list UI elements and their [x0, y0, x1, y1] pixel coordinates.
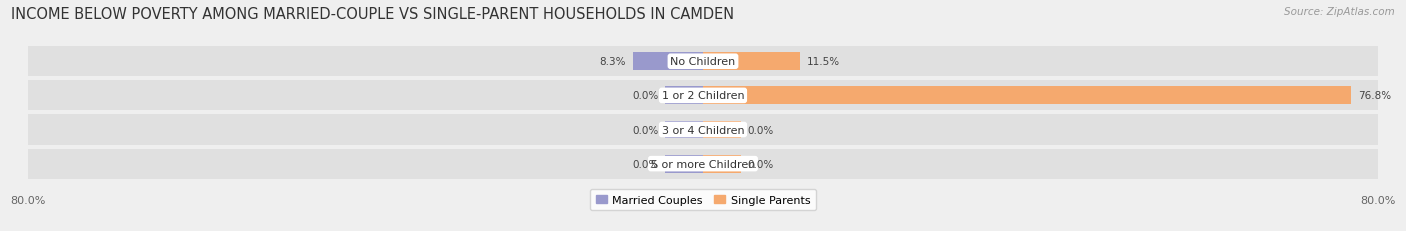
- Text: 5 or more Children: 5 or more Children: [651, 159, 755, 169]
- Text: 8.3%: 8.3%: [600, 57, 626, 67]
- Text: No Children: No Children: [671, 57, 735, 67]
- Text: 0.0%: 0.0%: [633, 91, 658, 101]
- Bar: [28, 115, 1378, 145]
- Text: 1 or 2 Children: 1 or 2 Children: [662, 91, 744, 101]
- Text: 0.0%: 0.0%: [633, 125, 658, 135]
- Text: 11.5%: 11.5%: [807, 57, 839, 67]
- Bar: [703, 87, 1351, 105]
- Text: 0.0%: 0.0%: [748, 125, 773, 135]
- Bar: [665, 155, 703, 173]
- Bar: [703, 121, 741, 139]
- Text: 3 or 4 Children: 3 or 4 Children: [662, 125, 744, 135]
- Bar: [703, 53, 800, 71]
- Bar: [703, 155, 741, 173]
- Bar: [665, 121, 703, 139]
- Text: Source: ZipAtlas.com: Source: ZipAtlas.com: [1284, 7, 1395, 17]
- Bar: [28, 81, 1378, 111]
- Text: 0.0%: 0.0%: [748, 159, 773, 169]
- Bar: [28, 149, 1378, 179]
- Bar: [633, 53, 703, 71]
- Text: 76.8%: 76.8%: [1358, 91, 1391, 101]
- Text: INCOME BELOW POVERTY AMONG MARRIED-COUPLE VS SINGLE-PARENT HOUSEHOLDS IN CAMDEN: INCOME BELOW POVERTY AMONG MARRIED-COUPL…: [11, 7, 734, 22]
- Legend: Married Couples, Single Parents: Married Couples, Single Parents: [591, 189, 815, 210]
- Bar: [28, 47, 1378, 77]
- Bar: [665, 87, 703, 105]
- Text: 0.0%: 0.0%: [633, 159, 658, 169]
